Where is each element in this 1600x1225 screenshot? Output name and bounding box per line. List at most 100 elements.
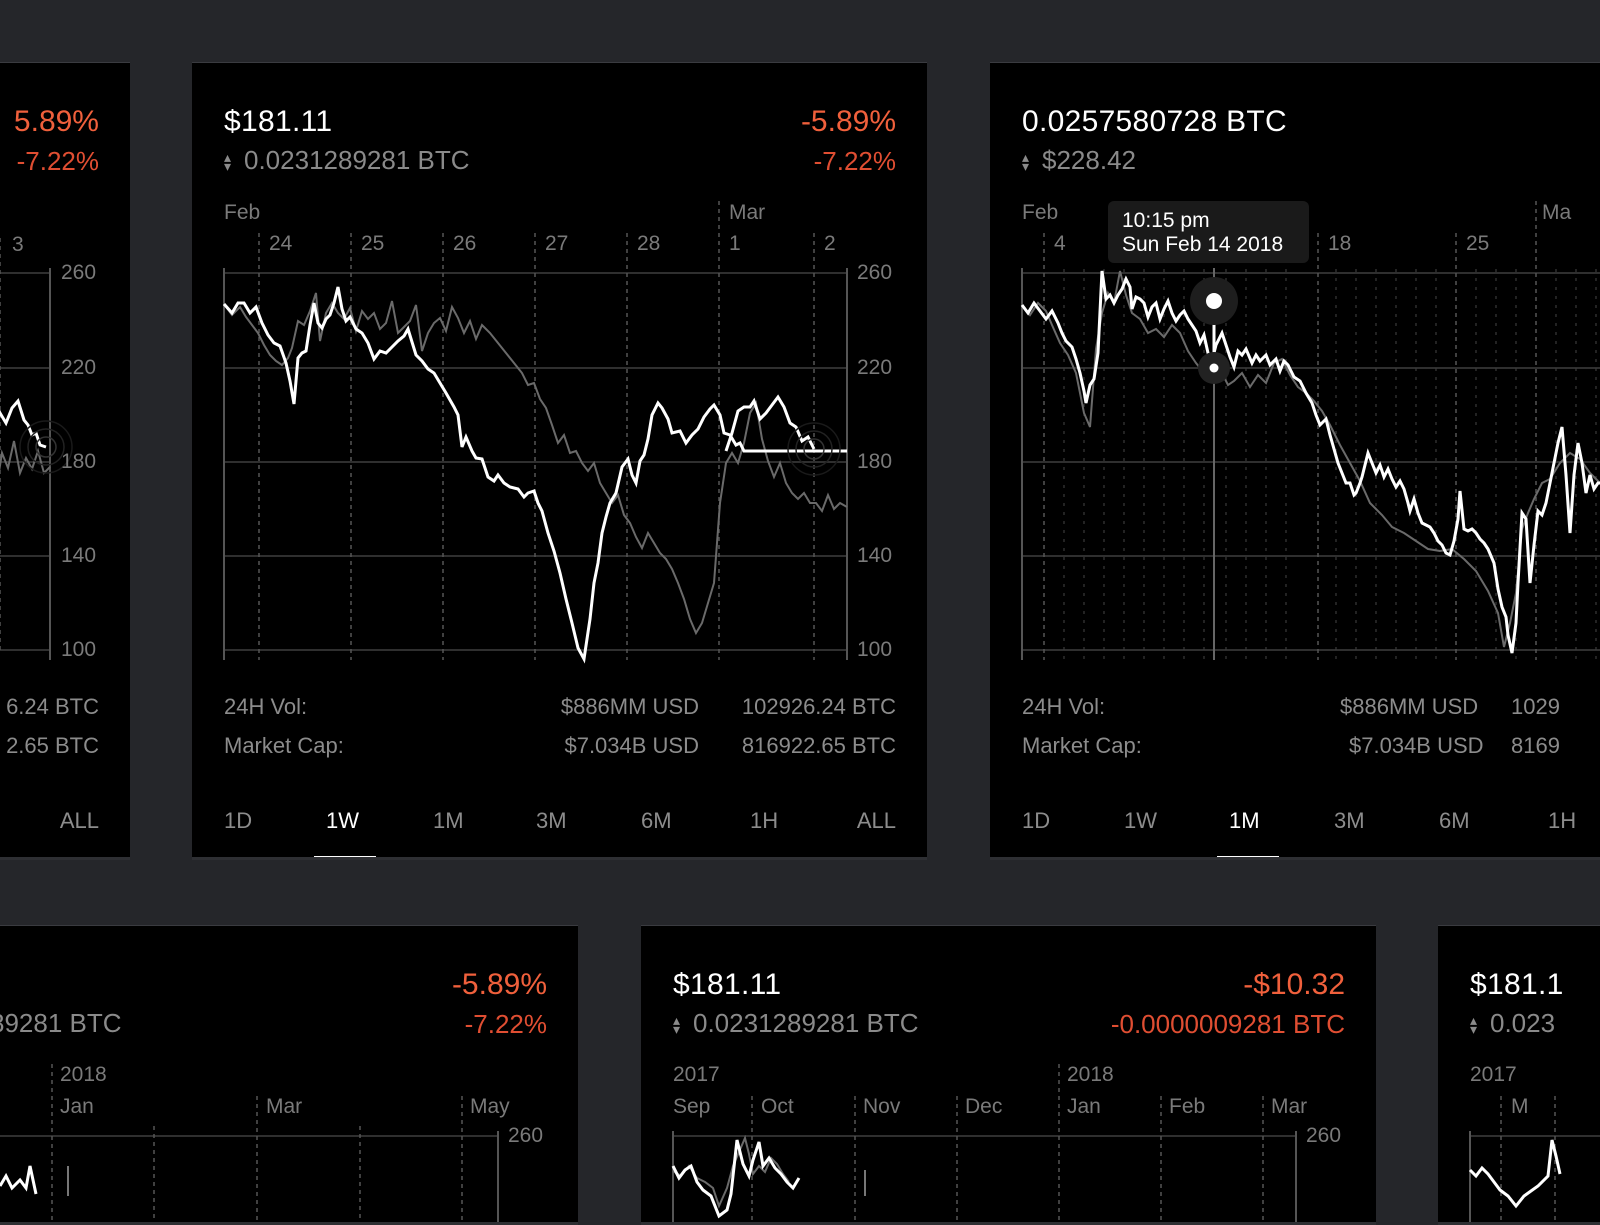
- coin-card-month: 0.0257580728 BTC ▴ ▾ $228.42 Feb Ma 4 18 2…: [990, 62, 1600, 860]
- price-value: 0.0257580728 BTC: [1022, 105, 1287, 138]
- converted-value[interactable]: ▴ ▾ 0.0231289281 BTC: [673, 1008, 919, 1039]
- month-label: Sep: [673, 1095, 711, 1118]
- volume-btc: 1029: [1511, 694, 1560, 719]
- month-label: Mar: [266, 1095, 303, 1118]
- coin-card-bottom-mid: $181.11 ▴ ▾ 0.0231289281 BTC -$10.32 -0.00…: [641, 925, 1376, 1225]
- converted-value-text: 0.0231289281 BTC: [693, 1008, 919, 1038]
- tab-1m[interactable]: 1M: [1229, 808, 1260, 833]
- tab-1w[interactable]: 1W: [1124, 808, 1157, 833]
- month-label: Mar: [1271, 1095, 1308, 1118]
- tab-1m[interactable]: 1M: [433, 808, 464, 833]
- day-label: 18: [1328, 232, 1352, 255]
- month-label: Dec: [965, 1095, 1003, 1118]
- price-chart[interactable]: [0, 63, 130, 703]
- month-label: Feb: [224, 201, 261, 224]
- tab-all[interactable]: ALL: [59, 808, 99, 833]
- day-label: 25: [1466, 232, 1490, 255]
- year-label: 2017: [1470, 1063, 1517, 1086]
- price-value: $181.11: [224, 105, 333, 138]
- tab-all[interactable]: ALL: [856, 808, 896, 833]
- active-tab-indicator: [314, 856, 376, 857]
- change-percent-secondary: -7.22%: [464, 1009, 547, 1039]
- price-value: $181.1: [1470, 968, 1564, 1001]
- tab-3m[interactable]: 3M: [1334, 808, 1365, 833]
- day-label: 26: [453, 232, 477, 255]
- market-cap-btc: 2.65 BTC: [6, 733, 99, 758]
- month-label: Ma: [1542, 201, 1572, 224]
- coin-card-bottom-left: 89281 BTC -5.89% -7.22% 2018 Jan Mar May…: [0, 925, 578, 1225]
- tooltip-date: Sun Feb 14 2018: [1122, 233, 1284, 256]
- market-cap-label: Market Cap:: [224, 733, 344, 758]
- month-label: Mar: [729, 201, 766, 224]
- market-cap-btc: 8169: [1511, 733, 1560, 758]
- change-percent-secondary: -7.22%: [16, 146, 99, 176]
- hover-point-primary: [1206, 293, 1222, 309]
- y-tick: 220: [61, 356, 97, 379]
- swap-arrows-icon[interactable]: ▴ ▾: [224, 149, 232, 175]
- day-label: 27: [545, 232, 569, 255]
- price-chart[interactable]: [1438, 926, 1600, 1225]
- year-label: 2017: [673, 1063, 720, 1086]
- coin-card-bottom-right: $181.1 ▴ ▾ 0.023 2017 M: [1438, 925, 1600, 1225]
- converted-value: 89281 BTC: [0, 1008, 122, 1038]
- month-label: Feb: [1022, 201, 1059, 224]
- coin-card-week: $181.11 ▴ ▾ 0.0231289281 BTC -5.89% -7.22%…: [192, 62, 927, 860]
- converted-value-text: $228.42: [1042, 145, 1136, 175]
- tab-1h[interactable]: 1H: [750, 808, 779, 833]
- y-tick: 180: [61, 450, 97, 473]
- tab-1h[interactable]: 1H: [1548, 808, 1577, 833]
- change-btc: -0.0000009281 BTC: [1110, 1009, 1345, 1039]
- market-cap-usd: $7.034B USD: [564, 733, 699, 758]
- change-percent-secondary: -7.22%: [813, 146, 896, 176]
- day-label: 25: [361, 232, 385, 255]
- converted-value[interactable]: ▴ ▾ 0.023: [1470, 1008, 1555, 1039]
- volume-usd: $886MM USD: [560, 694, 699, 719]
- y-tick: 260: [508, 1124, 544, 1147]
- tooltip-time: 10:15 pm: [1122, 209, 1210, 232]
- change-percent: -5.89%: [800, 105, 896, 138]
- tab-6m[interactable]: 6M: [1439, 808, 1470, 833]
- market-cap-btc: 816922.65 BTC: [741, 733, 896, 758]
- price-chart[interactable]: [0, 926, 578, 1225]
- y-tick: 260: [857, 261, 893, 284]
- tab-1w[interactable]: 1W: [326, 808, 359, 833]
- month-label: M: [1511, 1095, 1529, 1118]
- converted-value[interactable]: ▴ ▾ 0.0231289281 BTC: [224, 145, 470, 176]
- swap-arrows-icon[interactable]: ▴ ▾: [673, 1012, 681, 1038]
- x-axis-label: 3: [12, 233, 24, 256]
- y-tick: 180: [857, 450, 893, 473]
- month-label: Feb: [1169, 1095, 1206, 1118]
- tab-1d[interactable]: 1D: [224, 808, 253, 833]
- volume-label: 24H Vol:: [1022, 694, 1106, 719]
- volume-usd: $886MM USD: [1340, 694, 1479, 719]
- volume-btc: 102926.24 BTC: [741, 694, 896, 719]
- converted-value[interactable]: ▴ ▾ $228.42: [1022, 145, 1136, 176]
- tab-6m[interactable]: 6M: [641, 808, 672, 833]
- y-tick: 260: [1306, 1124, 1342, 1147]
- tab-1d[interactable]: 1D: [1022, 808, 1051, 833]
- y-tick: 220: [857, 356, 893, 379]
- y-tick: 140: [857, 544, 893, 567]
- year-label: 2018: [1067, 1063, 1114, 1086]
- swap-arrows-icon[interactable]: ▴ ▾: [1470, 1012, 1478, 1038]
- price-chart[interactable]: [990, 63, 1600, 703]
- volume-label: 24H Vol:: [224, 694, 308, 719]
- day-label: 2: [824, 232, 836, 255]
- price-value: $181.11: [673, 968, 782, 1001]
- change-usd: -$10.32: [1243, 968, 1345, 1001]
- month-label: May: [470, 1095, 510, 1118]
- month-label: Oct: [761, 1095, 794, 1118]
- month-label: Nov: [863, 1095, 901, 1118]
- change-percent: -5.89%: [451, 968, 547, 1001]
- market-cap-label: Market Cap:: [1022, 733, 1142, 758]
- converted-value-text: 0.0231289281 BTC: [244, 145, 470, 175]
- y-tick: 140: [61, 544, 97, 567]
- price-chart[interactable]: [192, 63, 927, 703]
- volume-btc: 6.24 BTC: [6, 694, 99, 719]
- price-chart[interactable]: [641, 926, 1376, 1225]
- hover-point-secondary: [1209, 363, 1219, 373]
- tab-3m[interactable]: 3M: [536, 808, 567, 833]
- month-label: Jan: [60, 1095, 94, 1118]
- day-label: 1: [729, 232, 741, 255]
- swap-arrows-icon[interactable]: ▴ ▾: [1022, 149, 1030, 175]
